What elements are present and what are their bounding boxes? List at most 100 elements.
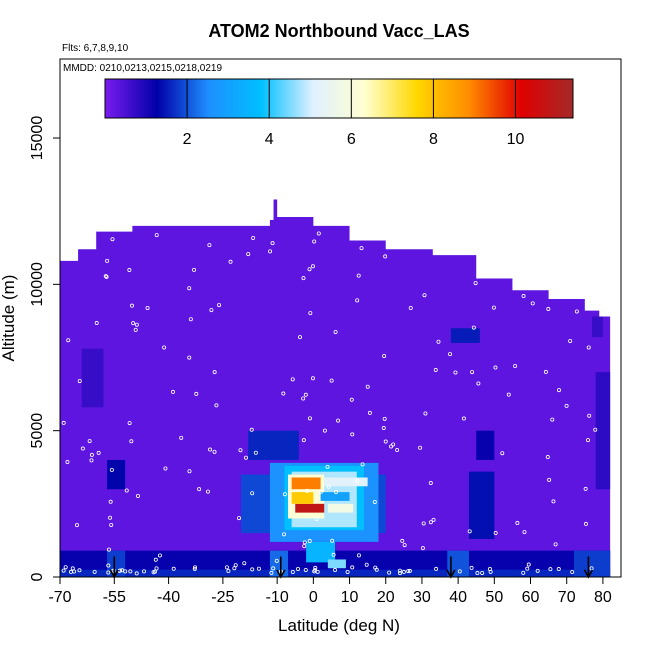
sample-point [525,566,530,571]
heatmap-cell [248,430,299,460]
sample-point [268,249,273,254]
sample-point [307,538,312,543]
sample-point [322,428,327,433]
sample-point [212,370,217,375]
sample-point [381,426,386,431]
sample-point [401,569,406,574]
sample-point [402,543,407,548]
sample-point [187,355,192,360]
sample-point [406,569,411,574]
sample-point [127,268,132,273]
sample-point [423,411,428,416]
sample-point [350,432,355,437]
sample-point [407,568,412,573]
heatmap-cell [592,316,603,338]
sample-point [469,565,474,570]
sample-point [530,301,535,306]
sample-point [253,450,258,455]
x-tick-label: 20 [377,589,395,606]
sample-point [587,413,592,418]
sample-point [310,376,315,381]
y-tick-label: 15000 [29,116,46,161]
colorbar-tick-label: 4 [265,131,274,148]
sample-point [355,479,360,484]
sample-point [290,377,295,382]
x-tick-label: -10 [266,589,289,606]
sample-point [418,445,423,450]
sample-point [526,562,531,567]
sample-point [142,569,147,574]
sample-point [192,566,197,571]
sample-point [461,416,466,421]
sample-point [96,450,101,455]
heatmap-cell [476,430,495,460]
sample-point [428,481,433,486]
y-tick-label: 10000 [29,262,46,307]
sample-point [326,484,331,489]
heatmap-cell [450,328,480,343]
sample-point [434,566,439,571]
sample-point [307,267,312,272]
sample-point [297,335,302,340]
sample-point [471,325,476,330]
sample-point [281,391,286,396]
sample-point [207,243,212,248]
colorbar-tick-label: 8 [429,131,438,148]
sample-point [77,379,82,384]
sample-point [574,309,579,314]
sample-point [269,570,274,575]
y-axis: 0 5000 10000 15000 [29,116,60,581]
colorbar: 2 4 6 8 10 [104,78,574,148]
sample-point [274,558,279,563]
sample-point [80,446,85,451]
sample-points [61,231,598,576]
x-axis-label: Latitude (deg N) [278,616,400,635]
sample-point [570,570,575,575]
sample-point [313,565,318,570]
heatmap-cell [447,550,469,577]
sample-point [310,264,315,269]
x-axis: -70 -55 -40 -25 -10 0 10 20 30 40 50 60 70 80 [48,577,612,606]
y-axis-label: Altitude (m) [0,275,18,362]
sample-point [104,274,109,279]
x-tick-label: -55 [103,589,126,606]
sample-point [550,417,555,422]
sample-point [226,569,231,574]
sample-point [345,569,350,574]
sample-point [251,235,256,240]
sample-point [243,455,248,460]
sample-point [330,538,335,543]
sample-point [170,389,175,394]
sample-point [398,571,403,576]
sample-point [188,317,193,322]
sample-point [500,451,505,456]
sample-point [66,338,71,343]
sample-point [237,516,242,521]
sample-point [153,557,158,562]
sample-point [70,566,75,571]
sample-point [365,384,370,389]
sample-point [124,488,129,493]
sample-point [382,353,387,358]
sample-point [364,562,369,567]
sample-point [547,477,552,482]
sample-point [89,458,94,463]
sample-point [162,345,167,350]
sample-point [171,566,176,571]
sample-point [197,487,202,492]
x-tick-label: 50 [485,589,503,606]
sample-point [308,311,313,316]
sample-point [359,246,364,251]
sample-point [77,568,82,573]
sample-point [301,438,306,443]
sample-point [282,532,287,537]
sample-point [521,294,526,299]
sample-point [420,546,425,551]
sample-point [506,392,511,397]
sample-point [92,569,97,574]
sample-point [157,553,162,558]
sample-point [334,490,339,495]
sample-point [108,515,113,520]
sample-point [521,570,526,575]
